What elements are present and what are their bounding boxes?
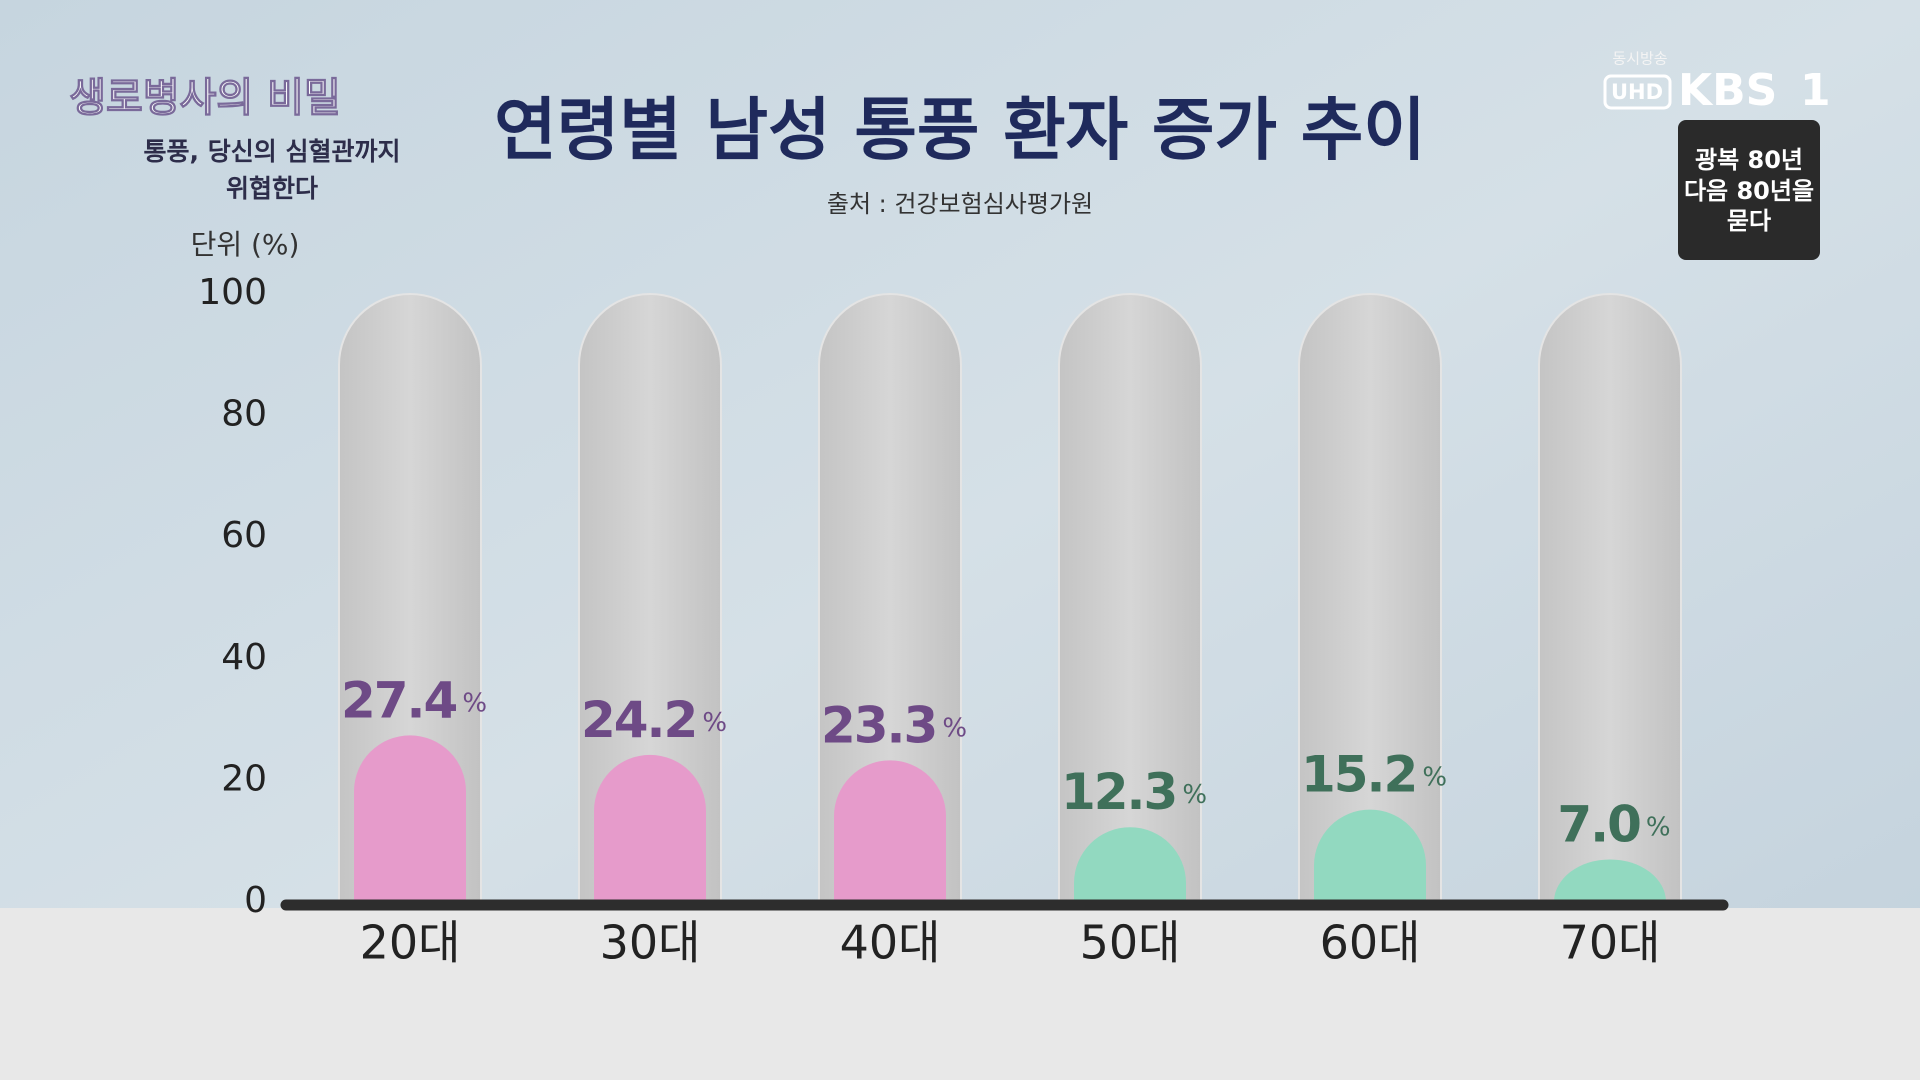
value-number: 15.2 xyxy=(1301,745,1416,803)
x-tick-label: 70대 xyxy=(1560,916,1661,970)
tube xyxy=(1058,293,1202,903)
tube xyxy=(578,293,722,903)
y-tick-label: 0 xyxy=(244,880,267,921)
value-label: 24.2% xyxy=(581,690,727,748)
value-number: 24.2 xyxy=(581,690,696,748)
uhd-label: UHD xyxy=(1611,80,1663,104)
x-tick-label: 60대 xyxy=(1320,916,1421,970)
value-number: 7.0 xyxy=(1557,795,1640,853)
y-tick-label: 80 xyxy=(221,394,267,435)
channel-number: 1 xyxy=(1800,65,1831,116)
x-tick-label: 30대 xyxy=(600,916,701,970)
program-logo: 생로병사의 비밀 통풍, 당신의 심혈관까지 위협한다 xyxy=(69,75,401,204)
value-number: 27.4 xyxy=(341,671,457,729)
badge-text: 다음 80년을 xyxy=(1684,177,1814,205)
value-unit: % xyxy=(702,707,727,737)
value-unit: % xyxy=(1646,812,1671,842)
value-label: 27.4% xyxy=(341,671,487,729)
chart-title: 연령별 남성 통풍 환자 증가 추이 xyxy=(494,92,1426,171)
floor xyxy=(0,908,1920,1080)
y-tick-label: 40 xyxy=(221,637,267,678)
chart-subtitle: 출처 : 건강보험심사평가원 xyxy=(827,190,1093,218)
bar xyxy=(1314,809,1426,902)
value-unit: % xyxy=(1422,762,1447,792)
bar xyxy=(1554,859,1666,902)
tube xyxy=(1298,293,1442,903)
value-unit: % xyxy=(942,713,967,743)
y-axis-label: 단위 (%) xyxy=(191,228,300,261)
x-tick-label: 50대 xyxy=(1080,916,1181,970)
tube xyxy=(818,293,962,903)
program-title: 생로병사의 비밀 xyxy=(69,75,341,121)
x-tick-label: 20대 xyxy=(360,916,461,970)
value-number: 12.3 xyxy=(1061,763,1176,821)
value-label: 15.2% xyxy=(1301,745,1447,803)
y-tick-label: 60 xyxy=(221,515,267,556)
channel-name: KBS xyxy=(1678,65,1777,116)
uhd-box xyxy=(1603,74,1672,110)
simulcast-label: 동시방송 xyxy=(1612,50,1667,68)
badge xyxy=(1678,120,1820,260)
bar xyxy=(354,735,467,902)
bar xyxy=(594,754,706,902)
value-label: 12.3% xyxy=(1061,763,1207,821)
episode-line: 통풍, 당신의 심혈관까지 xyxy=(144,137,401,166)
value-label: 7.0% xyxy=(1557,795,1670,853)
value-unit: % xyxy=(462,688,487,718)
badge-text: 광복 80년 xyxy=(1695,146,1803,174)
x-tick-label: 40대 xyxy=(840,916,941,970)
tube xyxy=(1538,293,1682,903)
bar xyxy=(1074,827,1186,902)
value-unit: % xyxy=(1182,780,1207,810)
y-tick-label: 20 xyxy=(221,758,267,799)
value-label: 23.3% xyxy=(821,696,967,754)
badge-text: 묻다 xyxy=(1727,207,1771,235)
bar xyxy=(834,760,946,902)
value-number: 23.3 xyxy=(821,696,936,754)
broadcaster-logo: 동시방송 UHD KBS 1 광복 80년 다음 80년을 묻다 xyxy=(1603,50,1831,260)
episode-line: 위협한다 xyxy=(226,174,318,203)
y-tick-label: 100 xyxy=(198,272,267,313)
